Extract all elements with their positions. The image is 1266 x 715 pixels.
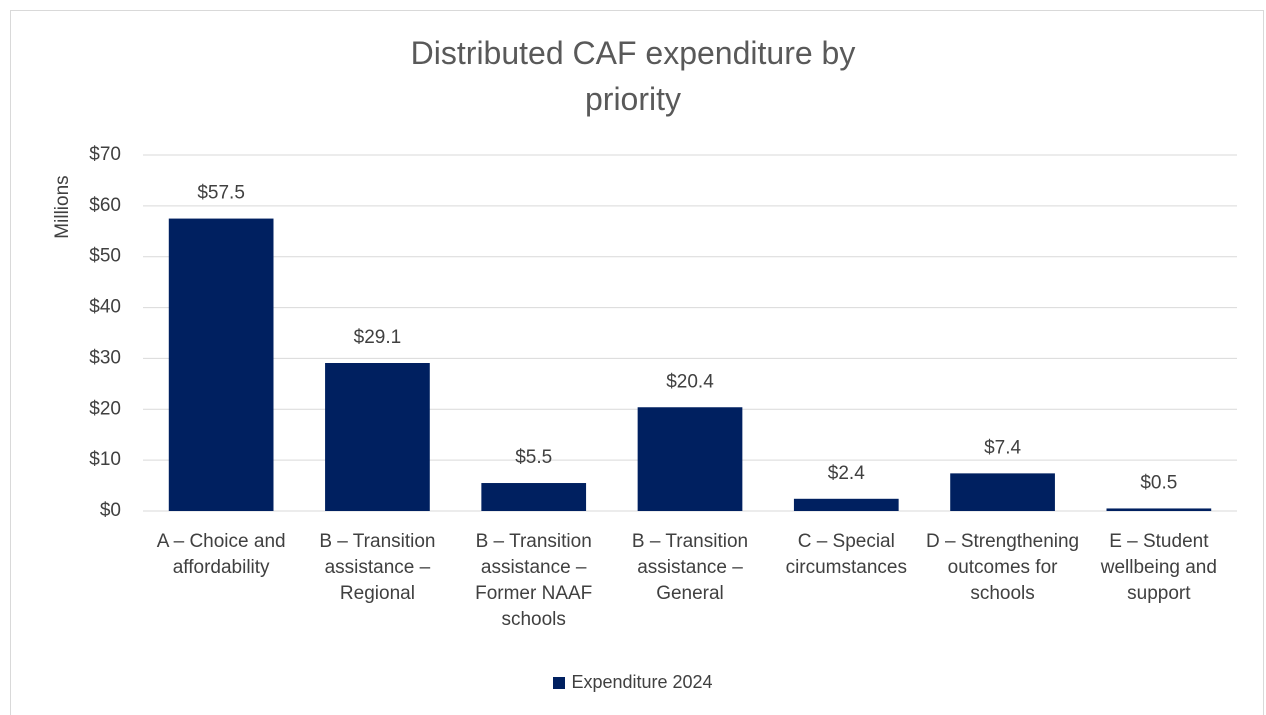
bar <box>481 483 587 511</box>
bar <box>950 473 1055 511</box>
y-tick-label: $20 <box>89 398 121 419</box>
bar <box>793 498 899 511</box>
data-label: $7.4 <box>984 437 1021 458</box>
bar <box>637 407 743 511</box>
bar <box>325 363 430 511</box>
bar <box>1106 508 1212 511</box>
legend: Expenditure 2024 <box>0 672 1266 693</box>
data-label: $29.1 <box>354 327 402 348</box>
chart-frame <box>10 10 1264 715</box>
y-tick-label: $30 <box>89 347 121 368</box>
data-label: $20.4 <box>666 371 714 392</box>
y-tick-label: $60 <box>89 195 121 216</box>
data-label: $0.5 <box>1140 472 1177 493</box>
y-tick-label: $0 <box>100 500 121 521</box>
y-axis-label: Millions <box>52 175 73 238</box>
x-tick-label: E – Student wellbeing and support <box>1100 531 1217 604</box>
x-tick-label: B – Transition assistance – Regional <box>319 531 436 604</box>
y-tick-label: $10 <box>89 449 121 470</box>
y-tick-label: $40 <box>89 297 121 318</box>
data-label: $5.5 <box>515 447 552 468</box>
chart-title: Distributed CAF expenditure by priority <box>410 35 856 117</box>
bar <box>168 218 274 512</box>
x-tick-label: B – Transition assistance – Former NAAF … <box>475 531 593 630</box>
data-label: $57.5 <box>197 183 245 204</box>
data-label: $2.4 <box>828 463 865 484</box>
legend-label: Expenditure 2024 <box>571 672 713 692</box>
x-tick-label: A – Choice and affordability <box>156 531 286 578</box>
x-tick-label: D – Strengthening outcomes for schools <box>925 531 1080 604</box>
y-tick-label: $70 <box>89 144 121 165</box>
x-tick-label: B – Transition assistance – General <box>631 531 749 604</box>
legend-item: Expenditure 2024 <box>553 672 713 692</box>
legend-swatch <box>553 677 566 689</box>
x-tick-label: C – Special circumstances <box>785 531 907 578</box>
y-tick-label: $50 <box>89 246 121 267</box>
